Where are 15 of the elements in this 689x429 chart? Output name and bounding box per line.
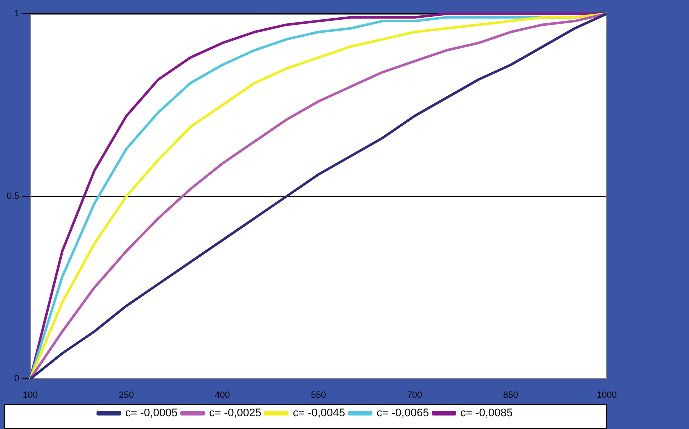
legend-label: c= -0,0025	[209, 408, 262, 420]
legend-label: c= -0,0005	[126, 408, 178, 420]
y-tick-label: 1	[14, 8, 20, 18]
legend-label: c= -0,0085	[460, 408, 513, 420]
x-tick-label: 550	[311, 390, 326, 400]
x-tick-label: 1000	[596, 390, 618, 400]
x-tick-label: 700	[407, 390, 422, 400]
x-tick-label: 100	[22, 390, 38, 400]
y-tick-label: 0,5	[6, 191, 20, 202]
y-tick-label: 0	[14, 374, 20, 384]
x-tick-label: 400	[215, 390, 230, 400]
legend-label: c= -0,0065	[376, 408, 430, 420]
x-tick-label: 250	[119, 390, 134, 400]
legend-label: c= -0,0045	[293, 408, 346, 420]
x-tick-label: 850	[503, 390, 518, 400]
